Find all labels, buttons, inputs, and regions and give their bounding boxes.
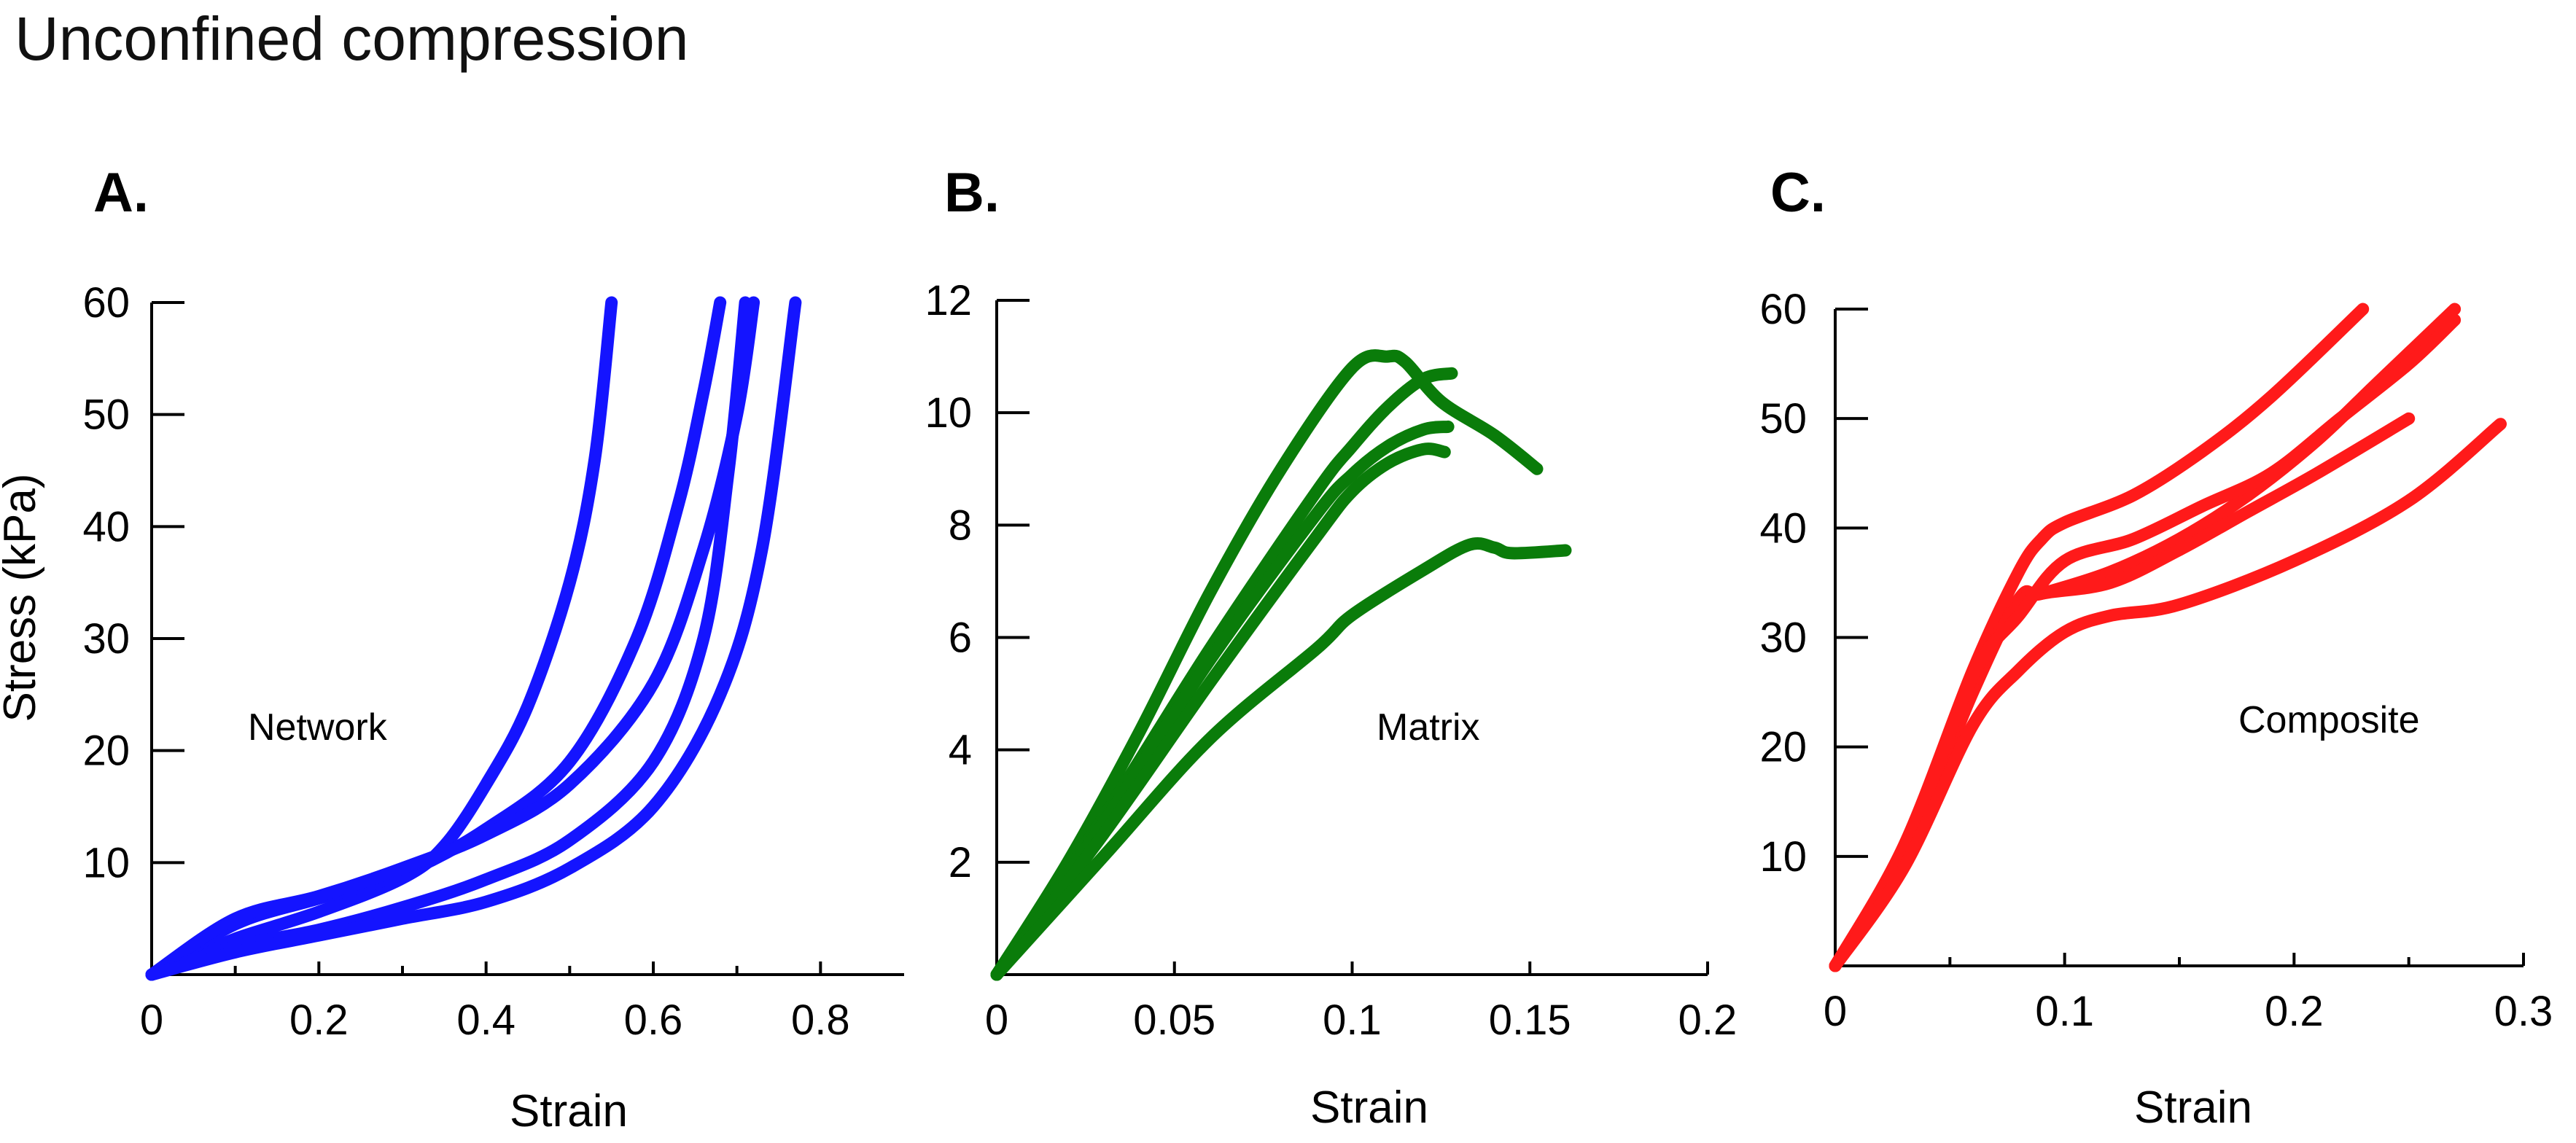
panel-annotation: Network: [248, 706, 388, 749]
x-axis-title: Strain: [1310, 1082, 1428, 1133]
panel-label: A.: [93, 162, 149, 224]
y-tick-label: 20: [1759, 724, 1807, 771]
y-tick-label: 12: [925, 277, 972, 324]
y-tick-label: 6: [949, 615, 972, 662]
panel-a-network-chart: A. 0 0.2 0.4 0.6 0.8 10 20 30 40 50 60 Strain Stress …: [0, 162, 904, 1136]
x-tick-label: 0.2: [1678, 996, 1738, 1044]
y-tick-label: 30: [82, 615, 130, 663]
y-tick-label: 4: [949, 727, 972, 774]
series-line-1: [1829, 303, 2370, 972]
x-tick-label: 0: [140, 996, 163, 1044]
panel-c-composite-chart: C. 0 0.1 0.2 0.3 10 20 30 40 50 60 Strain Composite: [1759, 162, 2553, 1133]
y-tick-label: 40: [82, 503, 130, 550]
figure-title: Unconfined compression: [15, 4, 689, 73]
panel-label: C.: [1770, 162, 1826, 224]
x-tick-label: 0.1: [1323, 996, 1382, 1044]
series-line-3: [990, 420, 1455, 981]
y-tick-label: 20: [82, 727, 130, 775]
y-tick-label: 10: [82, 839, 130, 886]
x-tick-label: 0.2: [2265, 988, 2324, 1035]
series-line-1: [145, 296, 618, 981]
y-axis-title: Stress (kPa): [0, 473, 45, 722]
series-line-4: [990, 442, 1451, 981]
y-tick-label: 8: [949, 502, 972, 549]
series-line-2: [145, 296, 727, 981]
x-tick-label: 0: [1824, 988, 1847, 1035]
x-tick-label: 0.2: [289, 996, 349, 1044]
series-line-4: [145, 296, 752, 981]
series-line-1: [990, 349, 1544, 981]
y-tick-label: 10: [1759, 833, 1807, 881]
panel-annotation: Composite: [2238, 699, 2420, 741]
x-tick-label: 0.3: [2494, 988, 2553, 1035]
x-tick-label: 0.05: [1133, 996, 1215, 1044]
x-tick-label: 0.15: [1489, 996, 1571, 1044]
x-axis-title: Strain: [510, 1086, 628, 1136]
x-tick-label: 0.4: [456, 996, 515, 1044]
series-line-5: [145, 296, 802, 981]
x-tick-label: 0: [985, 996, 1008, 1044]
y-tick-label: 40: [1759, 504, 1807, 552]
y-tick-label: 60: [82, 279, 130, 327]
x-tick-label: 0.6: [624, 996, 683, 1044]
series-line-5: [990, 537, 1572, 981]
x-axis-title: Strain: [2134, 1082, 2252, 1133]
y-tick-label: 10: [925, 389, 972, 437]
y-tick-label: 50: [1759, 395, 1807, 442]
y-tick-label: 2: [949, 839, 972, 886]
panel-b-matrix-chart: B. 0 0.05 0.1 0.15 0.2 2 4 6 8 10 12 Strain Matrix: [925, 162, 1737, 1133]
x-tick-label: 0.8: [791, 996, 850, 1044]
y-tick-label: 50: [82, 391, 130, 439]
series-line-3: [145, 296, 760, 981]
series-line-5: [1829, 418, 2507, 972]
x-tick-label: 0.1: [2035, 988, 2094, 1035]
panel-annotation: Matrix: [1377, 706, 1480, 749]
panel-label: B.: [944, 162, 1000, 224]
y-tick-label: 30: [1759, 615, 1807, 662]
series-line-4: [1829, 313, 2462, 972]
y-tick-label: 60: [1759, 286, 1807, 333]
